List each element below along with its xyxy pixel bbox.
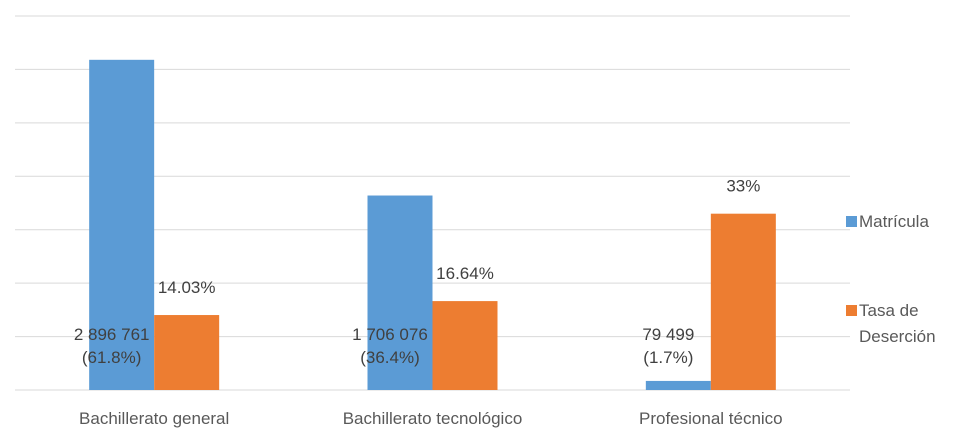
data-label-matricula-3: 79 499 (642, 325, 694, 344)
data-label-matricula-2: 1 706 076 (352, 325, 428, 344)
bar-matricula-1 (89, 59, 155, 390)
data-label-matricula-1: (61.8%) (82, 348, 142, 367)
legend-label-matricula: Matrícula (859, 212, 929, 231)
legend-label-desercion: Deserción (859, 327, 936, 346)
x-tick-label: Bachillerato tecnológico (343, 409, 523, 428)
data-label-matricula-1: 2 896 761 (74, 325, 150, 344)
bar-matricula-2 (367, 195, 433, 390)
x-tick-label: Profesional técnico (639, 409, 783, 428)
data-label-matricula-2: (36.4%) (360, 348, 420, 367)
bar-desercion-3 (710, 213, 776, 390)
data-label-desercion-2: 16.64% (436, 264, 494, 283)
data-label-desercion-3: 33% (726, 177, 760, 196)
legend-label-desercion: Tasa de (859, 301, 919, 320)
bar-desercion-2 (432, 301, 498, 390)
x-tick-label: Bachillerato general (79, 409, 229, 428)
x-axis-tick-labels: Bachillerato general Bachillerato tecnoló… (79, 409, 783, 428)
bar-matricula-3 (645, 380, 711, 390)
legend: Matrícula Tasa de Deserción (846, 212, 936, 346)
legend-swatch-desercion (846, 305, 857, 316)
data-labels: 2 896 761 (61.8%) 14.03% 1 706 076 (36.4%) 16… (74, 177, 761, 367)
bar-desercion-1 (154, 315, 220, 390)
legend-swatch-matricula (846, 216, 857, 227)
data-label-matricula-3: (1.7%) (643, 348, 693, 367)
bars (89, 59, 776, 390)
data-label-desercion-1: 14.03% (158, 278, 216, 297)
